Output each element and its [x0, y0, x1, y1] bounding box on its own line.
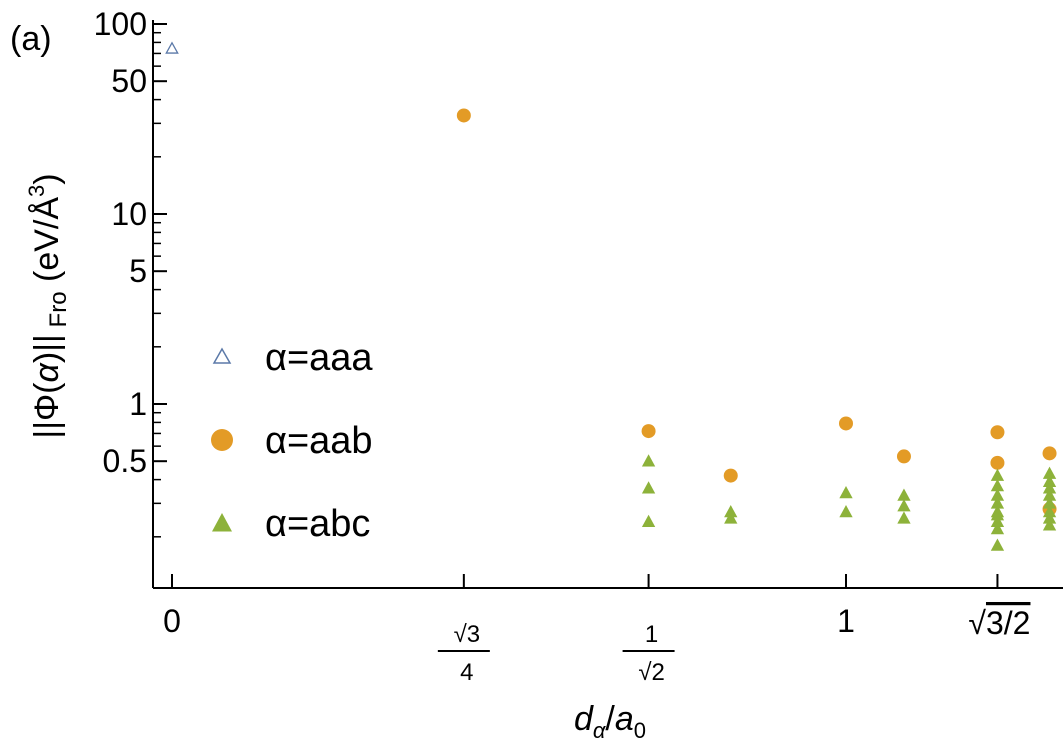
y-tick-label: 10 [111, 196, 147, 232]
data-point [1042, 511, 1057, 524]
data-point [990, 508, 1005, 521]
legend-label: α=aab [265, 420, 373, 462]
data-point [641, 424, 656, 439]
y-tick-label: 100 [94, 6, 147, 42]
data-point [1042, 496, 1057, 509]
legend-marker [212, 513, 232, 532]
y-tick-label: 0.5 [103, 443, 147, 479]
legend-marker [211, 429, 233, 451]
x-tick-label: √3/2 [968, 605, 1030, 641]
data-point [897, 488, 911, 501]
y-tick-label: 5 [129, 253, 147, 289]
data-point [990, 488, 1005, 501]
sqrt-sign: √ [968, 605, 986, 641]
data-point [897, 511, 911, 524]
data-point [165, 41, 179, 54]
data-point [839, 416, 853, 431]
legend-label: α=abc [265, 503, 370, 545]
sqrt-radicand: 3/2 [986, 605, 1030, 641]
data-point [641, 454, 656, 467]
data-point [456, 108, 471, 123]
x-tick-label-numerator: √3 [454, 621, 481, 648]
legend-label: α=aaa [265, 337, 373, 379]
data-point [1042, 505, 1057, 518]
x-tick-label-denominator: √2 [638, 659, 665, 686]
x-tick-label: 0 [163, 603, 181, 639]
data-point [990, 538, 1005, 551]
data-point [896, 449, 911, 464]
legend: α=aaa α=aab α=abc [211, 337, 373, 545]
series-0 [165, 41, 179, 54]
data-point [1042, 474, 1057, 487]
data-point [1042, 488, 1057, 501]
data-point [990, 521, 1005, 535]
data-point [1042, 518, 1057, 531]
x-axis-title: dα/a0 [574, 700, 646, 743]
data-point [990, 425, 1005, 440]
panel-label: (a) [10, 20, 52, 58]
series-1 [456, 108, 1057, 517]
data-point [839, 486, 853, 499]
data-point [990, 455, 1005, 470]
x-tick-label-numerator: 1 [645, 621, 658, 648]
data-point [724, 505, 738, 518]
data-point [990, 514, 1005, 528]
data-point [641, 514, 656, 528]
data-point [723, 468, 738, 483]
x-ticks: 0 √3 4 1 √2 1 √3/2 [163, 574, 1030, 686]
data-point [1042, 466, 1057, 479]
data-point [990, 496, 1005, 509]
data-point [1042, 446, 1057, 461]
data-point [641, 481, 656, 494]
legend-marker [212, 347, 232, 364]
x-tick-label-denominator: 4 [460, 659, 473, 686]
y-ticks: 100 50 10 5 1 0.5 [94, 6, 167, 538]
series-2 [641, 454, 1057, 551]
x-tick-label: 1 [837, 603, 855, 639]
data-points [165, 41, 1057, 551]
y-tick-label: 1 [129, 386, 147, 422]
data-point [1042, 481, 1057, 494]
data-point [839, 505, 853, 518]
y-axis-title: ||Φ(α)|| Fro (eV/Å3) [24, 173, 72, 438]
y-tick-label: 50 [111, 63, 147, 99]
data-point [897, 499, 911, 512]
data-point [990, 479, 1005, 492]
data-point [724, 511, 738, 524]
data-point [990, 468, 1005, 481]
